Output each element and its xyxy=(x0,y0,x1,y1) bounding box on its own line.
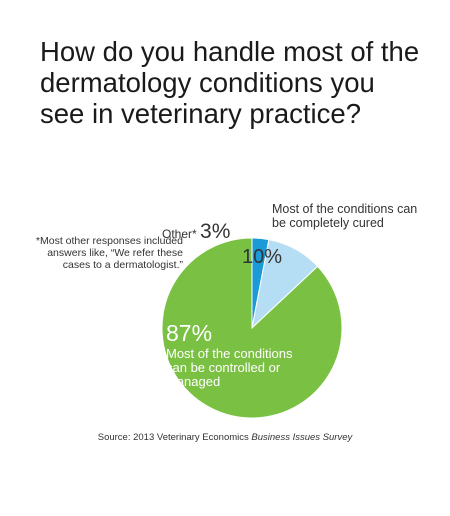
source-survey: Business Issues Survey xyxy=(251,432,353,443)
source-publication: Veterinary Economics xyxy=(156,432,252,443)
source-prefix: Source: 2013 xyxy=(97,432,157,443)
slice-managed xyxy=(161,237,343,419)
label-cured-percent: 10% xyxy=(242,246,283,268)
label-other-percent: 3% xyxy=(200,220,231,243)
chart-title: How do you handle most of the dermatolog… xyxy=(40,36,420,129)
label-cured-text: Most of the conditions can be completely… xyxy=(272,202,418,230)
label-managed-text: Most of the conditions can be controlled… xyxy=(166,346,293,389)
source-note: Source: 2013 Veterinary Economics Busine… xyxy=(0,432,450,443)
label-managed-percent: 87% xyxy=(166,320,213,346)
footnote: *Most other responses included answers l… xyxy=(35,235,183,271)
label-cured: Most of the conditions can be completely… xyxy=(272,202,422,230)
label-other-text: Other* xyxy=(162,227,197,241)
label-other: Other* 3% xyxy=(162,220,230,244)
